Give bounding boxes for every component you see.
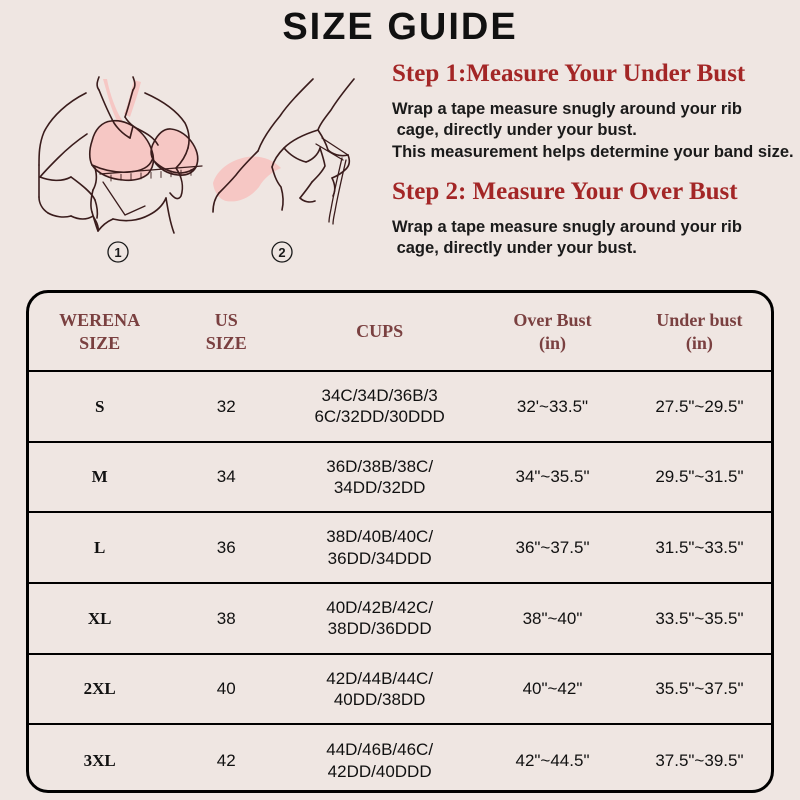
svg-text:2: 2 xyxy=(278,245,285,260)
svg-text:1: 1 xyxy=(114,245,121,260)
